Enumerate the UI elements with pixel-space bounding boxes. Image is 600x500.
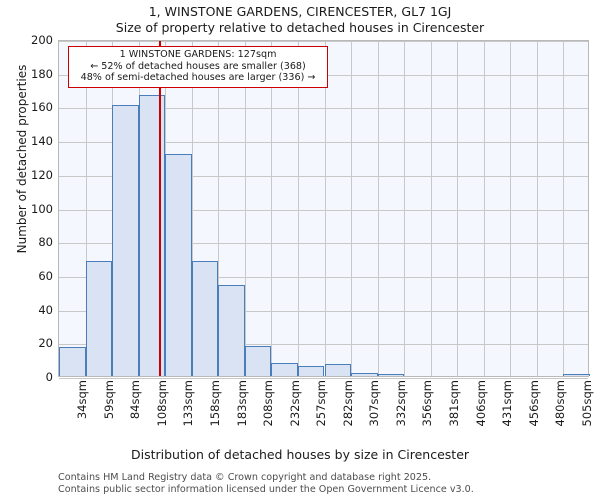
x-tick-label: 34sqm — [75, 380, 90, 420]
y-tick-label: 120 — [31, 167, 53, 182]
bar-505sqm — [563, 374, 590, 376]
gridline-y-100 — [59, 209, 588, 211]
x-tick-label: 158sqm — [208, 380, 223, 427]
annotation-line-3: 48% of semi-detached houses are larger (… — [80, 72, 316, 84]
gridline-y-200 — [59, 41, 588, 42]
gridline-x — [351, 41, 352, 376]
y-tick-label: 80 — [38, 235, 53, 250]
gridline-x — [404, 41, 405, 376]
y-tick-label: 100 — [31, 201, 53, 216]
plot-area — [58, 40, 590, 379]
x-tick-label: 406sqm — [473, 380, 488, 427]
bar-307sqm — [351, 372, 378, 376]
gridline-y-140 — [59, 142, 588, 144]
gridline-x — [245, 41, 246, 376]
page-title: 1, WINSTONE GARDENS, CIRENCESTER, GL7 1G… — [148, 4, 452, 19]
bar-59sqm — [85, 261, 113, 376]
gridline-x — [86, 41, 87, 376]
property-marker-line — [158, 41, 161, 376]
bar-108sqm — [138, 94, 166, 376]
x-tick-label: 307sqm — [367, 380, 382, 427]
gridline-y-120 — [59, 175, 588, 177]
annotation-line-1: 1 WINSTONE GARDENS: 127sqm — [119, 49, 277, 60]
gridline-y-40 — [59, 310, 588, 312]
bar-183sqm — [218, 285, 245, 376]
gridline-x — [431, 41, 432, 376]
gridline-x — [563, 41, 564, 376]
x-tick-label: 282sqm — [340, 380, 355, 427]
y-tick-label: 140 — [31, 134, 53, 149]
x-tick-label: 480sqm — [553, 380, 568, 427]
annotation-line-2: ← 52% of detached houses are smaller (36… — [90, 60, 306, 72]
gridline-x — [325, 41, 326, 376]
y-axis-label: Number of detached properties — [15, 64, 29, 254]
gridline-y-60 — [59, 276, 588, 278]
gridline-y-160 — [59, 108, 588, 110]
bar-332sqm — [377, 374, 405, 376]
gridline-y-80 — [59, 243, 588, 245]
bar-282sqm — [324, 364, 352, 376]
x-tick-label: 84sqm — [128, 380, 143, 420]
bar-133sqm — [165, 153, 192, 376]
gridline-x — [510, 41, 511, 376]
bar-34sqm — [59, 347, 86, 376]
x-tick-label: 431sqm — [500, 380, 515, 427]
footer-attribution: Contains HM Land Registry data © Crown c… — [58, 472, 598, 495]
x-tick-label: 381sqm — [446, 380, 461, 427]
x-tick-label: 356sqm — [420, 380, 435, 427]
gridline-x — [484, 41, 485, 376]
y-tick-label: 200 — [31, 33, 53, 47]
footer-line-1: Contains HM Land Registry data © Crown c… — [58, 472, 432, 483]
x-tick-label: 257sqm — [314, 380, 329, 427]
y-tick-label: 160 — [31, 100, 53, 115]
bar-257sqm — [297, 365, 325, 376]
y-axis-ticks: 0 20 40 60 80 100 120 140 160 180 200 — [0, 33, 53, 384]
property-annotation-box: 1 WINSTONE GARDENS: 127sqm ← 52% of deta… — [68, 46, 328, 88]
x-axis-ticks: 34sqm 59sqm 84sqm 108sqm 133sqm 158sqm 183sqm 2… — [58, 380, 593, 446]
gridline-x — [192, 41, 193, 376]
gridline-x — [298, 41, 299, 376]
y-tick-label: 40 — [38, 302, 53, 317]
gridline-x — [537, 41, 538, 376]
bar-208sqm — [244, 345, 272, 376]
bar-232sqm — [271, 362, 298, 376]
y-tick-label: 20 — [38, 336, 53, 351]
y-tick-label: 180 — [31, 66, 53, 81]
x-axis-label: Distribution of detached houses by size … — [130, 447, 470, 462]
gridline-x — [457, 41, 458, 376]
footer-line-2: Contains public sector information licen… — [58, 483, 474, 495]
gridline-x — [271, 41, 272, 376]
x-tick-label: 59sqm — [101, 380, 116, 420]
bar-158sqm — [191, 261, 219, 376]
gridline-x — [378, 41, 379, 376]
x-tick-label: 133sqm — [181, 380, 196, 427]
x-tick-label: 456sqm — [526, 380, 541, 427]
x-tick-label: 208sqm — [261, 380, 276, 427]
gridline-y-20 — [59, 344, 588, 346]
x-tick-label: 183sqm — [234, 380, 249, 427]
y-tick-label: 60 — [38, 268, 53, 283]
x-tick-label: 332sqm — [393, 380, 408, 427]
page-subtitle: Size of property relative to detached ho… — [115, 20, 485, 35]
gridline-y-0 — [59, 378, 588, 379]
y-tick-label: 0 — [45, 370, 53, 384]
bar-84sqm — [112, 104, 139, 376]
x-tick-label: 505sqm — [579, 380, 594, 427]
x-tick-label: 108sqm — [154, 380, 169, 427]
gridline-x — [218, 41, 219, 376]
x-tick-label: 232sqm — [287, 380, 302, 427]
